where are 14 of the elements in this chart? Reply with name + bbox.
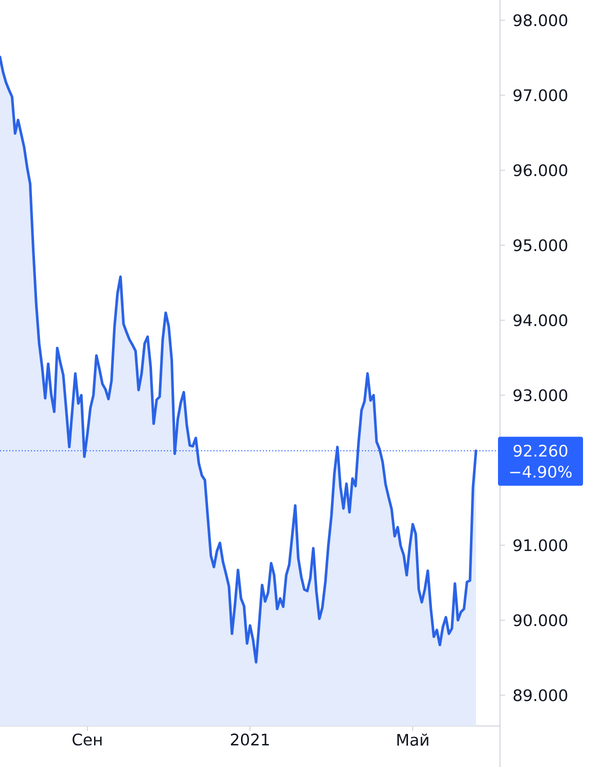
x-tick-label: Сен <box>72 734 102 746</box>
y-tick-label: 89.000 <box>514 689 568 702</box>
y-tick-label: 94.000 <box>514 314 568 326</box>
y-tick-label: 95.000 <box>514 239 568 252</box>
ref-line-label: 92.260 <box>514 444 568 457</box>
y-tick-label: 91.000 <box>514 539 568 552</box>
text: −4.90% <box>510 466 572 478</box>
y-tick-label: 93.000 <box>514 389 568 402</box>
y-tick-label: 97.000 <box>514 89 568 102</box>
y-tick-label: 96.000 <box>514 164 568 176</box>
y-tick-label: 90.000 <box>514 614 568 626</box>
y-tick-label: 98.000 <box>514 14 568 26</box>
x-tick-label: 2021 <box>230 734 269 746</box>
x-tick-label: Май <box>397 734 428 746</box>
